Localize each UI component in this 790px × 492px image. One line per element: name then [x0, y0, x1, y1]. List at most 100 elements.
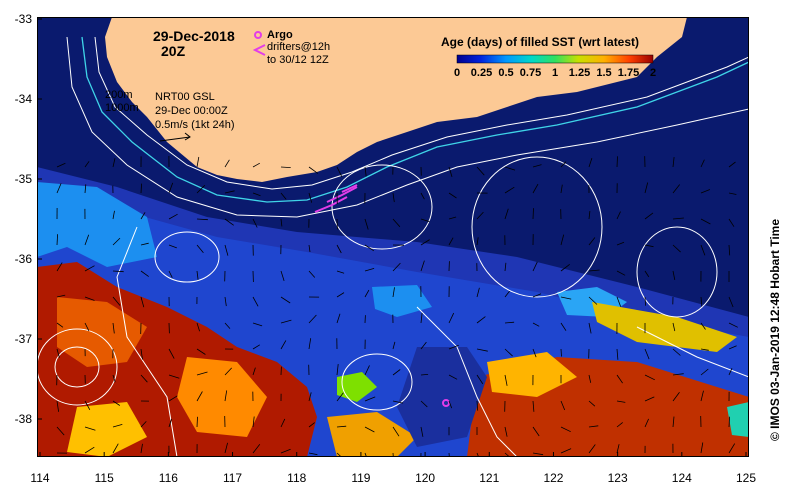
- current-vector: [252, 416, 255, 428]
- current-vector: [336, 166, 343, 177]
- drifter-tracks: [314, 184, 358, 213]
- argo-float[interactable]: [442, 399, 450, 407]
- current-vector: [336, 244, 342, 254]
- current-vector: [84, 234, 90, 246]
- current-vector: [252, 218, 258, 228]
- current-vector: [308, 166, 319, 174]
- current-vector: [84, 265, 95, 272]
- current-vector: [616, 348, 619, 360]
- current-vector: [308, 338, 312, 350]
- current-vector: [196, 416, 198, 428]
- sst-age-map[interactable]: [37, 17, 749, 457]
- current-vector: [224, 244, 229, 256]
- legend-tick-label: 0.5: [498, 67, 514, 79]
- current-vector: [420, 192, 425, 200]
- current-vector: [364, 396, 376, 402]
- current-vector: [700, 159, 705, 168]
- current-vector: [504, 186, 515, 194]
- current-vector: [224, 390, 228, 402]
- current-vector: [252, 344, 261, 350]
- current-vector: [168, 182, 174, 194]
- current-vector: [616, 156, 618, 168]
- current-vector: [700, 322, 706, 330]
- current-vector: [112, 296, 121, 306]
- sst-patch-yellow: [327, 412, 417, 457]
- current-vector: [560, 263, 570, 272]
- current-vector: [728, 218, 735, 227]
- current-vector: [644, 182, 649, 194]
- current-vector: [56, 234, 58, 246]
- isobath-200m: [94, 36, 749, 190]
- current-vector: [588, 374, 592, 383]
- current-vector: [448, 400, 453, 409]
- current-vector: [392, 218, 401, 228]
- current-vector: [364, 218, 369, 230]
- ssh-contours: [37, 156, 749, 457]
- current-vector: [616, 241, 625, 246]
- current-vector: [476, 316, 486, 324]
- legend-title: Age (days) of filled SST (wrt latest): [441, 35, 640, 49]
- current-vector: [532, 261, 538, 272]
- current-vector: [196, 244, 204, 254]
- current-vector: [672, 244, 681, 253]
- current-vector: [588, 444, 596, 454]
- current-vector: [196, 218, 208, 221]
- legend-tick-label: 0.25: [470, 67, 493, 79]
- current-vector: [392, 426, 400, 437]
- current-vector: [672, 217, 684, 220]
- current-vector: [280, 296, 291, 304]
- current-vector: [140, 242, 149, 246]
- x-tick-label: 121: [479, 471, 499, 485]
- current-vector: [616, 270, 626, 276]
- current-vector: [532, 400, 535, 412]
- current-vector: [112, 400, 121, 406]
- sst-patch-navy: [397, 347, 487, 447]
- current-vector: [644, 374, 655, 381]
- legend-tick-label: 1.5: [596, 67, 612, 79]
- y-tick-label: -34: [15, 92, 33, 106]
- current-vector: [700, 296, 703, 307]
- isobath-200m: [66, 36, 749, 218]
- current-vector: [252, 296, 259, 307]
- current-vector: [112, 210, 115, 220]
- vector-scale-label: 0.5m/s (1kt 24h): [155, 119, 235, 131]
- land-cape: [107, 35, 137, 72]
- current-vector: [364, 268, 375, 272]
- current-vector: [504, 290, 510, 298]
- current-vector: [252, 192, 261, 197]
- current-vector: [252, 444, 261, 454]
- current-vector: [364, 452, 367, 457]
- current-vector: [308, 314, 317, 324]
- current-vector: [560, 234, 565, 246]
- current-vector: [280, 218, 283, 227]
- x-tick-label: 118: [287, 471, 306, 485]
- current-vector: [532, 322, 540, 327]
- isobath-1000m: [81, 36, 749, 203]
- current-vector: [308, 244, 311, 253]
- current-vectors: [56, 155, 738, 457]
- current-vector: [84, 184, 87, 194]
- map-date: 29-Dec-2018: [153, 28, 235, 44]
- y-tick-label: -35: [15, 172, 33, 186]
- current-vector: [420, 218, 430, 222]
- current-vector: [448, 166, 453, 178]
- current-vector: [392, 400, 404, 404]
- current-vector: [532, 426, 540, 437]
- current-vector: [420, 239, 430, 246]
- current-vector: [84, 400, 91, 410]
- legend-tick-label: 1.75: [617, 67, 640, 79]
- current-vector: [224, 296, 227, 307]
- current-vector: [392, 369, 401, 376]
- x-tick-label: 116: [159, 471, 178, 485]
- current-vector: [700, 348, 709, 351]
- current-vector: [560, 426, 571, 433]
- current-vector: [448, 237, 454, 246]
- current-vector: [168, 374, 180, 379]
- current-vector: [560, 448, 572, 454]
- map-border: [37, 17, 749, 457]
- y-tick-label: -33: [15, 12, 33, 26]
- current-vector: [588, 269, 600, 272]
- current-vector: [420, 374, 429, 376]
- current-vector: [588, 296, 598, 305]
- current-vector: [336, 270, 345, 274]
